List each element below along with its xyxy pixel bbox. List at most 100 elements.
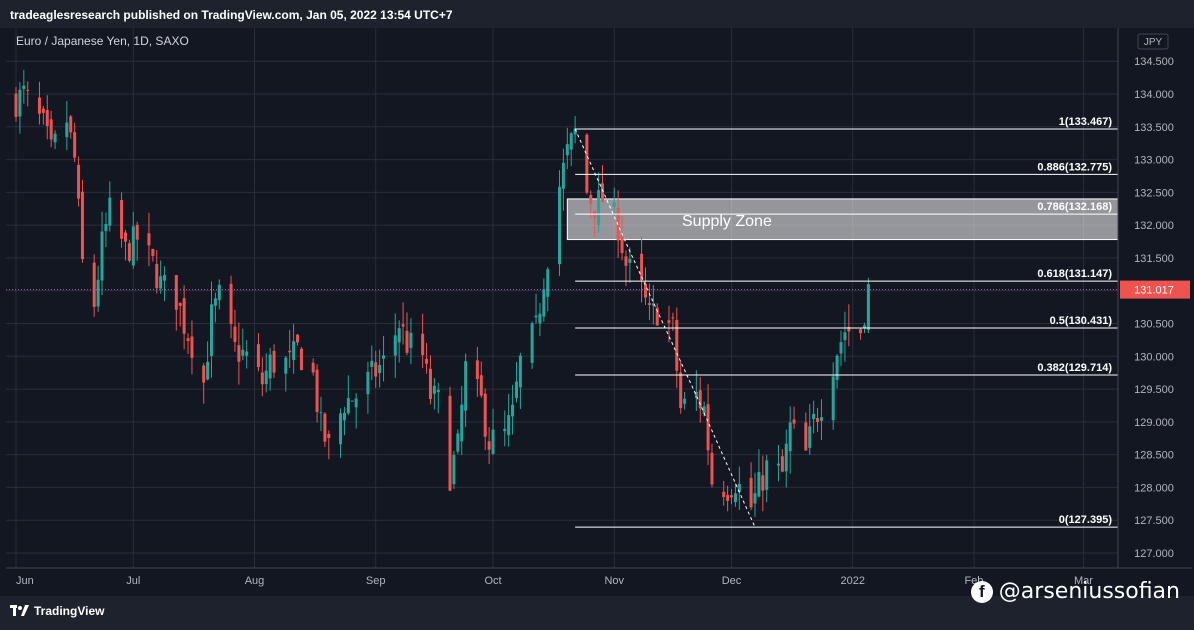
price-tick-label: 128.000: [1134, 482, 1174, 494]
time-tick-label: Aug: [245, 575, 265, 587]
currency-label: JPY: [1144, 37, 1163, 48]
price-tick-label: 129.500: [1134, 384, 1174, 396]
price-tick-label: 133.500: [1134, 122, 1174, 134]
candle-body: [45, 109, 49, 127]
candle-body: [382, 355, 386, 359]
candle-body: [147, 233, 151, 246]
price-tick-label: 133.000: [1134, 155, 1174, 167]
price-tick-label: 127.000: [1134, 548, 1174, 560]
fib-level-label: 0.618(131.147): [1037, 268, 1112, 280]
time-tick-label: 2022: [840, 575, 864, 587]
candle-body: [233, 326, 237, 343]
publish-info: tradeaglesresearch published on TradingV…: [10, 8, 453, 22]
price-tick-label: 127.500: [1134, 515, 1174, 527]
candle-body: [452, 454, 456, 485]
price-tick-label: 132.000: [1134, 220, 1174, 232]
candle-body: [546, 269, 550, 297]
candle-body: [612, 202, 616, 207]
candle-body: [202, 365, 206, 383]
candle-body: [816, 418, 820, 422]
candle-body: [123, 232, 127, 242]
candle-body: [859, 329, 863, 334]
candle-body: [647, 303, 651, 306]
candle-body: [80, 191, 84, 260]
author-handle: @arseniussofian: [998, 579, 1180, 604]
candle-body: [315, 369, 319, 412]
candle-body: [206, 361, 210, 380]
candle-body: [319, 412, 323, 414]
candle-body: [18, 89, 22, 117]
candle-body: [866, 284, 870, 330]
chart-title: Euro / Japanese Yen, 1D, SAXO: [16, 34, 189, 48]
candle-body: [503, 428, 507, 432]
candle-body: [698, 390, 702, 409]
candle-body: [245, 351, 249, 356]
candle-body: [679, 372, 683, 409]
fib-level-label: 0.5(130.431): [1050, 315, 1113, 327]
candle-body: [655, 307, 659, 326]
candlestick-chart[interactable]: Supply Zone 1(133.467) 0.886(132.775) 0.786…: [6, 28, 1192, 596]
candle-body: [483, 393, 487, 437]
candle-body: [100, 231, 104, 281]
time-tick-label: Sep: [366, 575, 386, 587]
candle-body: [260, 372, 264, 385]
candle-body: [151, 249, 155, 256]
candle-body: [163, 274, 167, 281]
candle-body: [862, 325, 866, 328]
candle-body: [264, 370, 268, 385]
candle-body: [401, 324, 405, 327]
candle-body: [256, 344, 260, 368]
candle-body: [182, 298, 186, 334]
candle-body: [514, 381, 518, 399]
candle-body: [366, 371, 370, 395]
candle-body: [229, 283, 233, 324]
candle-body: [835, 355, 839, 380]
candle-body: [178, 302, 182, 306]
candle-body: [284, 357, 288, 374]
candle-body: [272, 350, 276, 373]
candle-body: [730, 495, 734, 498]
candle-body: [155, 264, 159, 289]
price-tick-label: 130.500: [1134, 319, 1174, 331]
candle-body: [213, 298, 217, 306]
price-tick-label: 134.500: [1134, 56, 1174, 68]
fib-level-label: 0.382(129.714): [1037, 362, 1112, 374]
candle-body: [210, 304, 213, 356]
fib-level-label: 0.886(132.775): [1037, 161, 1112, 173]
candle-body: [511, 404, 515, 417]
time-tick-label: Jul: [126, 575, 140, 587]
candle-body: [644, 283, 648, 298]
candles: [14, 69, 870, 517]
candle-body: [812, 413, 816, 420]
candle-body: [460, 404, 464, 442]
candle-body: [378, 365, 382, 373]
candle-body: [601, 183, 604, 203]
candle-body: [749, 477, 753, 508]
tradingview-logo[interactable]: TradingView: [10, 604, 104, 618]
candle-body: [733, 493, 737, 503]
candle-body: [788, 422, 792, 452]
chart-area[interactable]: Supply Zone 1(133.467) 0.886(132.775) 0.786…: [6, 28, 1192, 596]
candle-body: [620, 234, 624, 254]
candle-body: [346, 398, 350, 414]
candle-body: [561, 162, 565, 189]
candle-body: [350, 400, 354, 402]
time-tick-label: Dec: [722, 575, 742, 587]
candle-body: [831, 376, 835, 421]
candle-body: [26, 89, 30, 91]
candle-body: [710, 452, 714, 485]
candle-body: [174, 275, 178, 310]
candle-body: [436, 389, 440, 393]
footer: TradingView: [0, 596, 1194, 630]
candle-body: [589, 195, 593, 204]
candle-body: [323, 413, 327, 442]
candle-body: [706, 404, 710, 451]
candle-body: [37, 97, 41, 114]
candle-body: [640, 253, 644, 281]
candle-body: [542, 289, 546, 317]
price-tick-label: 128.500: [1134, 450, 1174, 462]
current-price-label: 131.017: [1134, 285, 1174, 297]
candle-body: [667, 320, 671, 323]
candle-body: [507, 415, 511, 436]
candle-body: [753, 493, 757, 504]
